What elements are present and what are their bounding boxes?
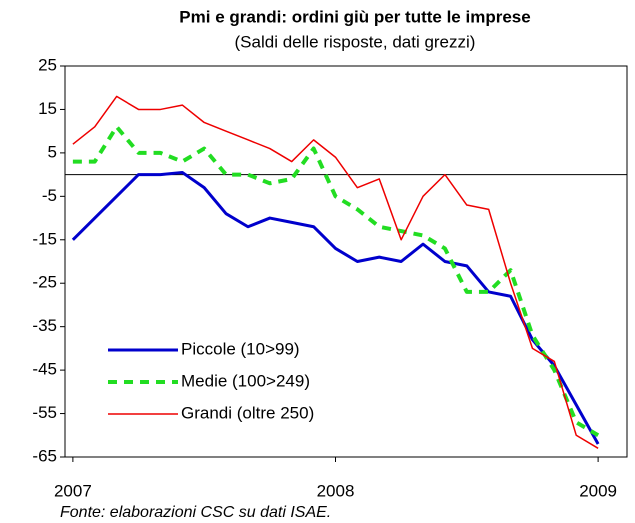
- y-tick-label: -35: [32, 316, 57, 335]
- x-tick-label: 2009: [579, 481, 617, 500]
- legend-label: Piccole (10>99): [181, 339, 300, 358]
- y-tick-label: 15: [38, 99, 57, 118]
- y-tick-label: 5: [48, 142, 57, 161]
- legend-label: Grandi (oltre 250): [181, 403, 314, 422]
- series-line: [72, 124, 600, 437]
- y-tick-label: -45: [32, 360, 57, 379]
- chart-subtitle: (Saldi delle risposte, dati grezzi): [235, 32, 476, 51]
- source-note: Fonte: elaborazioni CSC su dati ISAE.: [60, 504, 331, 521]
- y-tick-label: 25: [38, 55, 57, 74]
- y-tick-label: -65: [32, 446, 57, 465]
- y-tick-label: -5: [42, 186, 57, 205]
- legend-label: Medie (100>249): [181, 371, 310, 390]
- series-line: [71, 170, 600, 445]
- y-tick-label: -55: [32, 403, 57, 422]
- x-tick-label: 2008: [317, 481, 355, 500]
- series-line: [72, 95, 599, 449]
- chart-title: Pmi e grandi: ordini giù per tutte le im…: [179, 7, 530, 26]
- plot-area: [64, 65, 628, 458]
- y-tick-label: -15: [32, 229, 57, 248]
- y-tick-label: -25: [32, 273, 57, 292]
- x-tick-label: 2007: [54, 481, 92, 500]
